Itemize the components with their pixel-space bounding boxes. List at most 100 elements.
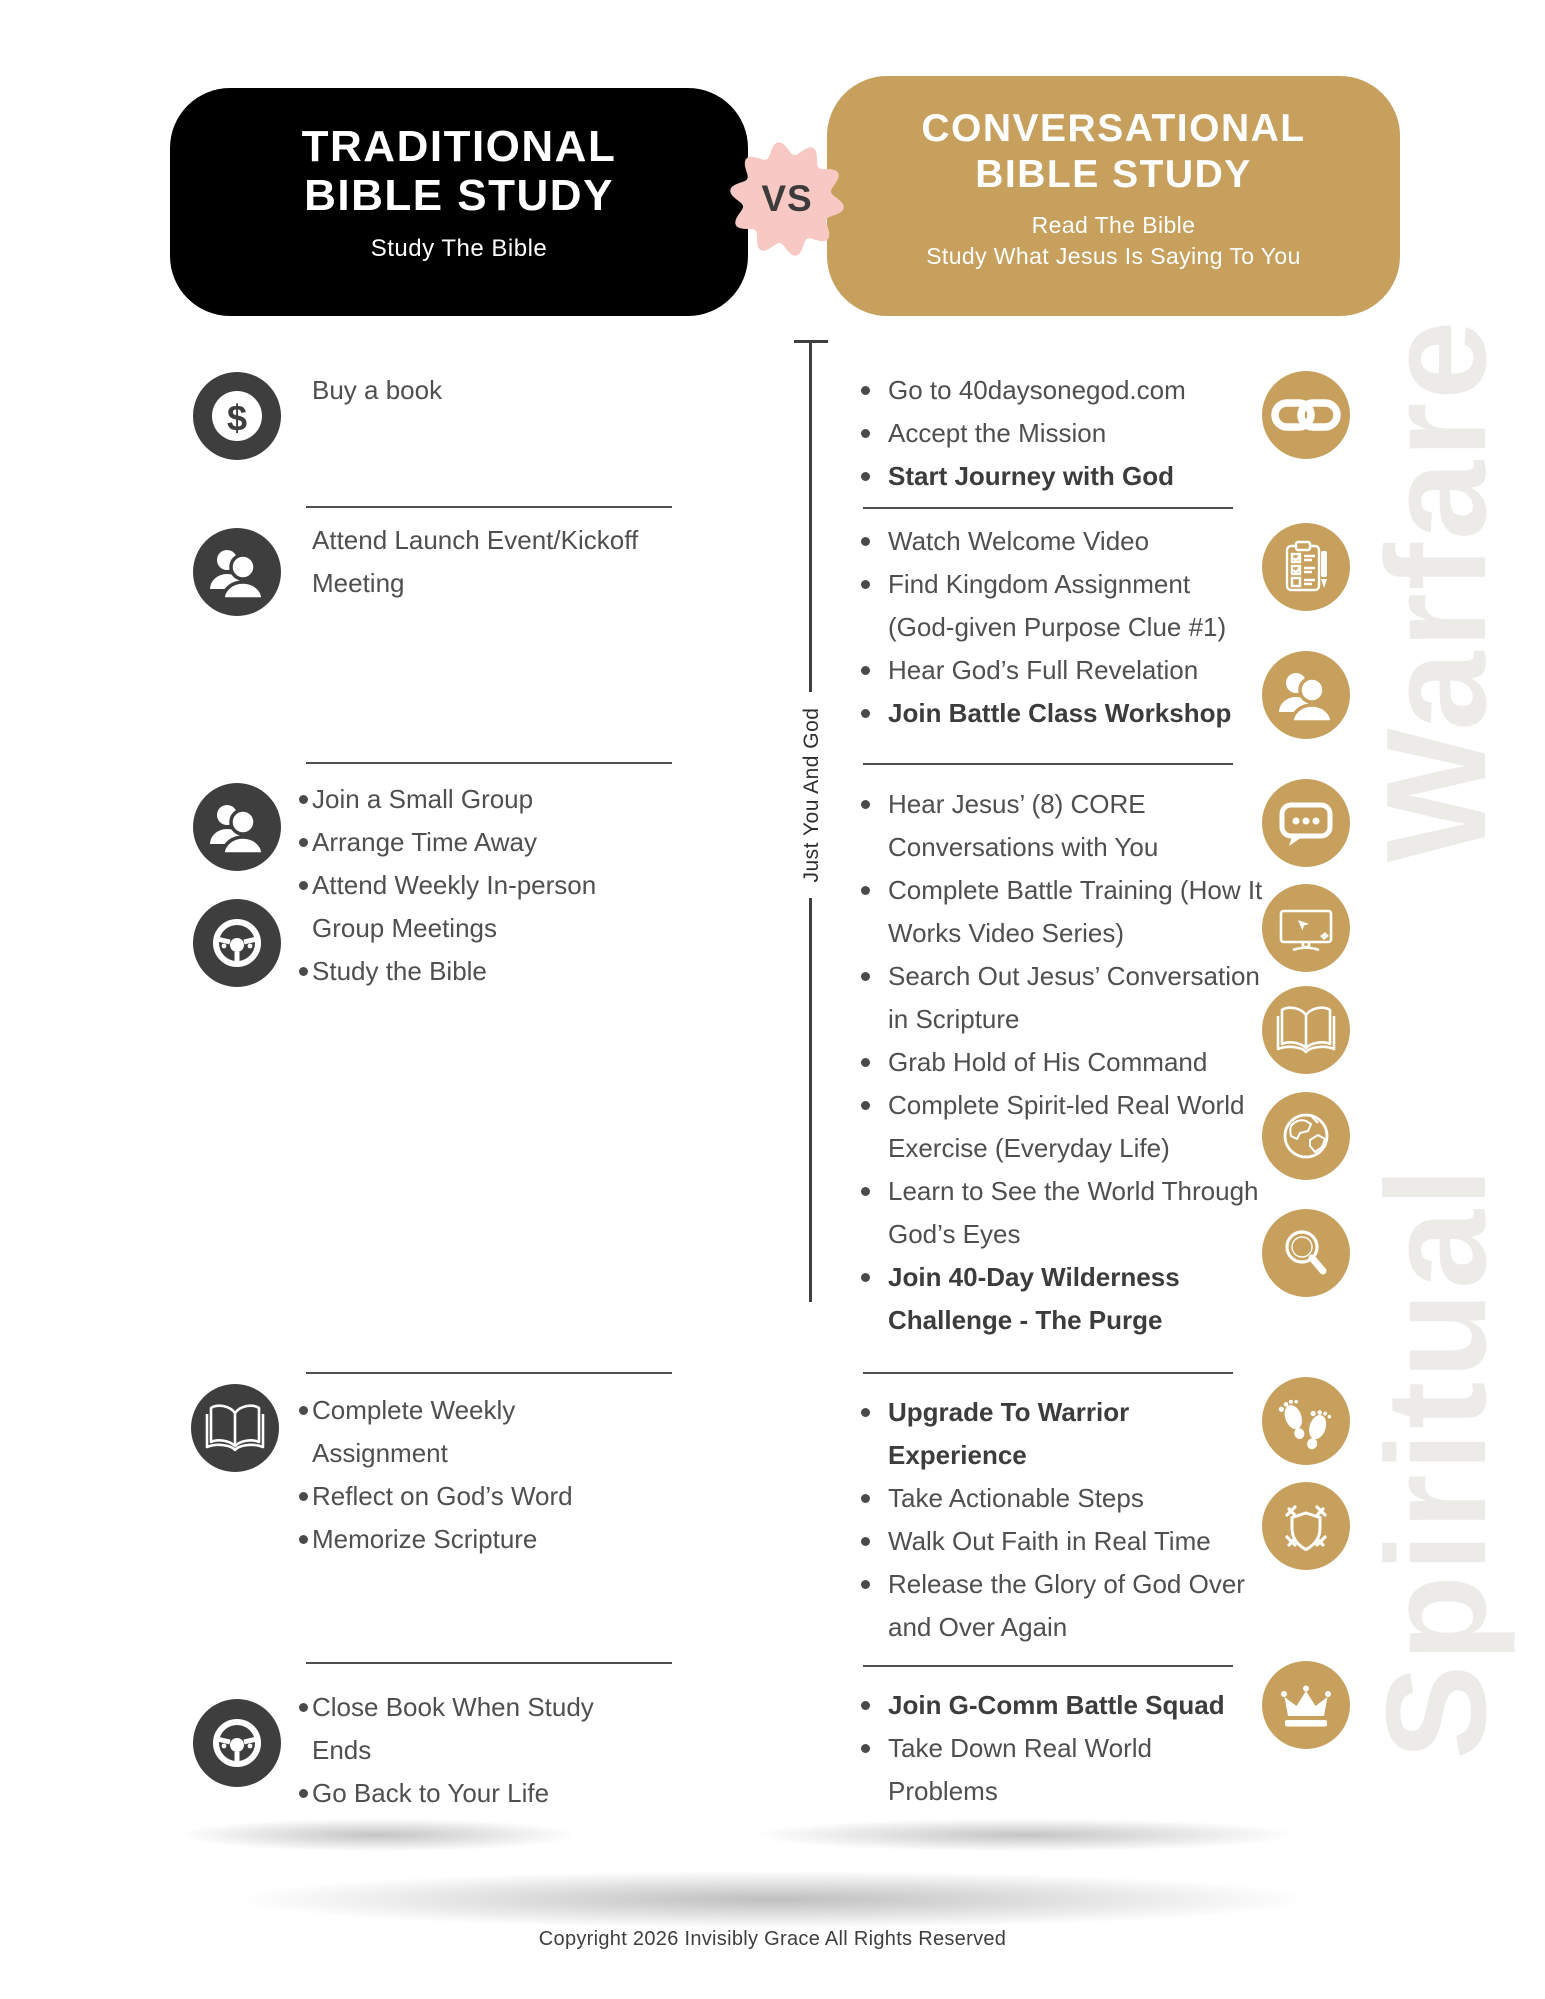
users-icon <box>193 528 281 616</box>
conversational-title-line2: BIBLE STUDY <box>975 153 1252 196</box>
conversational-header-card: CONVERSATIONAL BIBLE STUDY Read The Bibl… <box>827 76 1400 316</box>
left-section-3: Join a Small Group Arrange Time Away Atten… <box>296 778 642 993</box>
connector-line-top <box>809 340 812 692</box>
traditional-title: TRADITIONAL BIBLE STUDY <box>170 122 748 220</box>
list-item: Hear God’s Full Revelation <box>858 649 1263 692</box>
list-item-text: Take Down Real World Problems <box>888 1733 1152 1806</box>
list-item: Grab Hold of His Command <box>858 1041 1263 1084</box>
bullet-dot <box>858 1520 888 1546</box>
footer-copyright: Copyright 2026 Invisibly Grace All Right… <box>538 1928 1007 1950</box>
divider <box>306 506 672 508</box>
list-item-text: Take Actionable Steps <box>888 1483 1144 1513</box>
bullet-dot <box>858 955 888 981</box>
list-item-text: Memorize Scripture <box>312 1524 538 1554</box>
crown-icon <box>1262 1661 1350 1749</box>
traditional-title-line2: BIBLE STUDY <box>304 171 614 220</box>
bullet-dot <box>858 1563 888 1589</box>
list-item-text: Release the Glory of God Over and Over A… <box>888 1569 1245 1642</box>
bullet-dot <box>858 1684 888 1710</box>
right-section-1: Go to 40daysonegod.com Accept the Mission… <box>858 369 1263 498</box>
bullet-dot <box>858 412 888 438</box>
list-item: Accept the Mission <box>858 412 1263 455</box>
right-section-5: Join G-Comm Battle Squad Take Down Real W… <box>858 1684 1263 1813</box>
bullet-dot <box>858 1391 888 1417</box>
globe-icon <box>1262 1092 1350 1180</box>
list-item: Complete Weekly Assignment <box>296 1389 642 1475</box>
bullet-dot <box>858 649 888 675</box>
left-section-5: Close Book When Study Ends Go Back to You… <box>296 1686 614 1815</box>
list-item: Memorize Scripture <box>296 1518 642 1561</box>
conversational-title: CONVERSATIONAL BIBLE STUDY <box>827 106 1400 198</box>
list-item: Start Journey with God <box>858 455 1263 498</box>
left-section-2: Attend Launch Event/Kickoff Meeting <box>312 519 684 605</box>
divider <box>306 1372 672 1374</box>
vs-badge-seal <box>730 142 844 256</box>
left-section-4: Complete Weekly Assignment Reflect on God… <box>296 1389 642 1561</box>
divider <box>863 1372 1233 1374</box>
list-item-text: Watch Welcome Video <box>888 526 1150 556</box>
list-item-text: Find Kingdom Assignment (God-given Purpo… <box>888 569 1227 642</box>
bullet-dot <box>858 1084 888 1110</box>
conversational-title-line1: CONVERSATIONAL <box>921 107 1306 150</box>
shield-swords-icon <box>1262 1482 1350 1570</box>
list-item: Join a Small Group <box>296 778 642 821</box>
clipboard-icon <box>1262 523 1350 611</box>
bullet-dot <box>858 783 888 809</box>
divider <box>306 1662 672 1664</box>
steering-wheel-icon <box>193 899 281 987</box>
monitor-icon <box>1262 884 1350 972</box>
list-item: Attend Weekly In-person Group Meetings <box>296 864 642 950</box>
list-item-text: Join a Small Group <box>312 784 534 814</box>
list-item-text: Go Back to Your Life <box>312 1778 550 1808</box>
list-item-text: Complete Spirit-led Real World Exercise … <box>888 1090 1245 1163</box>
right-section-4: Upgrade To Warrior Experience Take Action… <box>858 1391 1263 1649</box>
divider <box>863 1665 1233 1667</box>
list-item: Close Book When Study Ends <box>296 1686 614 1772</box>
right-card-shadow <box>645 1812 1405 1858</box>
divider <box>863 507 1233 509</box>
bullet-dot <box>296 778 312 804</box>
list-item: Find Kingdom Assignment (God-given Purpo… <box>858 563 1263 649</box>
vs-badge-label: VS <box>761 178 813 219</box>
list-item: Join G-Comm Battle Squad <box>858 1684 1263 1727</box>
bullet-dot <box>858 869 888 895</box>
traditional-title-line1: TRADITIONAL <box>301 122 617 171</box>
list-item: Complete Battle Training (How It Works V… <box>858 869 1263 955</box>
list-item: Buy a book <box>312 369 642 412</box>
bullet-dot <box>296 1686 312 1712</box>
bullet-dot <box>858 520 888 546</box>
list-item-text: Arrange Time Away <box>312 827 537 857</box>
list-item: Go to 40daysonegod.com <box>858 369 1263 412</box>
list-item-text: Start Journey with God <box>888 461 1175 491</box>
list-item-text: Reflect on God’s Word <box>312 1481 573 1511</box>
list-item-text: Search Out Jesus’ Conversation in Script… <box>888 961 1260 1034</box>
list-item-text: Accept the Mission <box>888 418 1107 448</box>
bullet-dot <box>858 1477 888 1503</box>
connector-label: Just You And God <box>800 707 823 883</box>
list-item-text: Join G-Comm Battle Squad <box>888 1690 1225 1720</box>
link-icon <box>1262 371 1350 459</box>
bullet-dot <box>296 864 312 890</box>
list-item: Complete Spirit-led Real World Exercise … <box>858 1084 1263 1170</box>
bullet-dot <box>296 1518 312 1544</box>
svg-text:$: $ <box>227 398 247 439</box>
list-item: Search Out Jesus’ Conversation in Script… <box>858 955 1263 1041</box>
right-section-3: Hear Jesus’ (8) CORE Conversations with … <box>858 783 1263 1342</box>
bullet-dot <box>858 1041 888 1067</box>
bullet-dot <box>296 1475 312 1501</box>
list-item-text: Join 40-Day Wilderness Challenge - The P… <box>888 1262 1180 1335</box>
page-bottom-shadow <box>55 1868 1490 1938</box>
dollar-icon: $ <box>193 372 281 460</box>
bullet-dot <box>858 455 888 481</box>
traditional-subtitle: Study The Bible <box>370 235 548 262</box>
list-item-text: Hear Jesus’ (8) CORE Conversations with … <box>888 789 1159 862</box>
conversational-subtitle-line1: Read The Bible <box>1031 212 1196 238</box>
divider <box>306 762 672 764</box>
list-item: Learn to See the World Through God’s Eye… <box>858 1170 1263 1256</box>
list-item-text: Complete Weekly Assignment <box>312 1395 516 1468</box>
list-item-text: Close Book When Study Ends <box>312 1692 594 1765</box>
bullet-dot <box>858 369 888 395</box>
list-item-text: Study the Bible <box>312 956 487 986</box>
bullet-dot <box>296 1772 312 1798</box>
